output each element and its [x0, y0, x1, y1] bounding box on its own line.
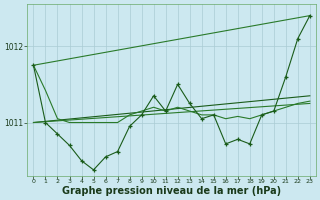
X-axis label: Graphe pression niveau de la mer (hPa): Graphe pression niveau de la mer (hPa) [62, 186, 281, 196]
